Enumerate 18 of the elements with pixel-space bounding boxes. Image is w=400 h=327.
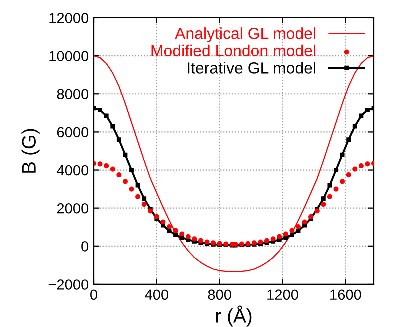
y-tick-label: 2000 bbox=[57, 203, 89, 214]
y-tick-label: 6000 bbox=[57, 127, 89, 138]
x-axis-title: r (Å) bbox=[216, 306, 252, 327]
y-tick-label: 12000 bbox=[50, 13, 89, 24]
y-tick-label: 10000 bbox=[50, 51, 89, 62]
y-axis-title: B (G) bbox=[22, 129, 40, 173]
x-tick-label: 400 bbox=[145, 290, 169, 300]
x-tick-label: 1600 bbox=[330, 290, 362, 300]
legend-label: Iterative GL model bbox=[188, 62, 316, 74]
y-tick-label: 8000 bbox=[57, 89, 89, 100]
y-tick-label: 0 bbox=[82, 242, 89, 252]
y-tick-label: 4000 bbox=[57, 165, 89, 176]
x-tick-label: 1200 bbox=[268, 290, 298, 300]
x-tick-label: 800 bbox=[208, 290, 232, 300]
legend-label: Analytical GL model bbox=[175, 28, 316, 42]
y-tick-label: −2000 bbox=[48, 280, 89, 290]
legend-label: Modified London model bbox=[152, 44, 316, 57]
x-tick-label: 0 bbox=[90, 290, 98, 300]
